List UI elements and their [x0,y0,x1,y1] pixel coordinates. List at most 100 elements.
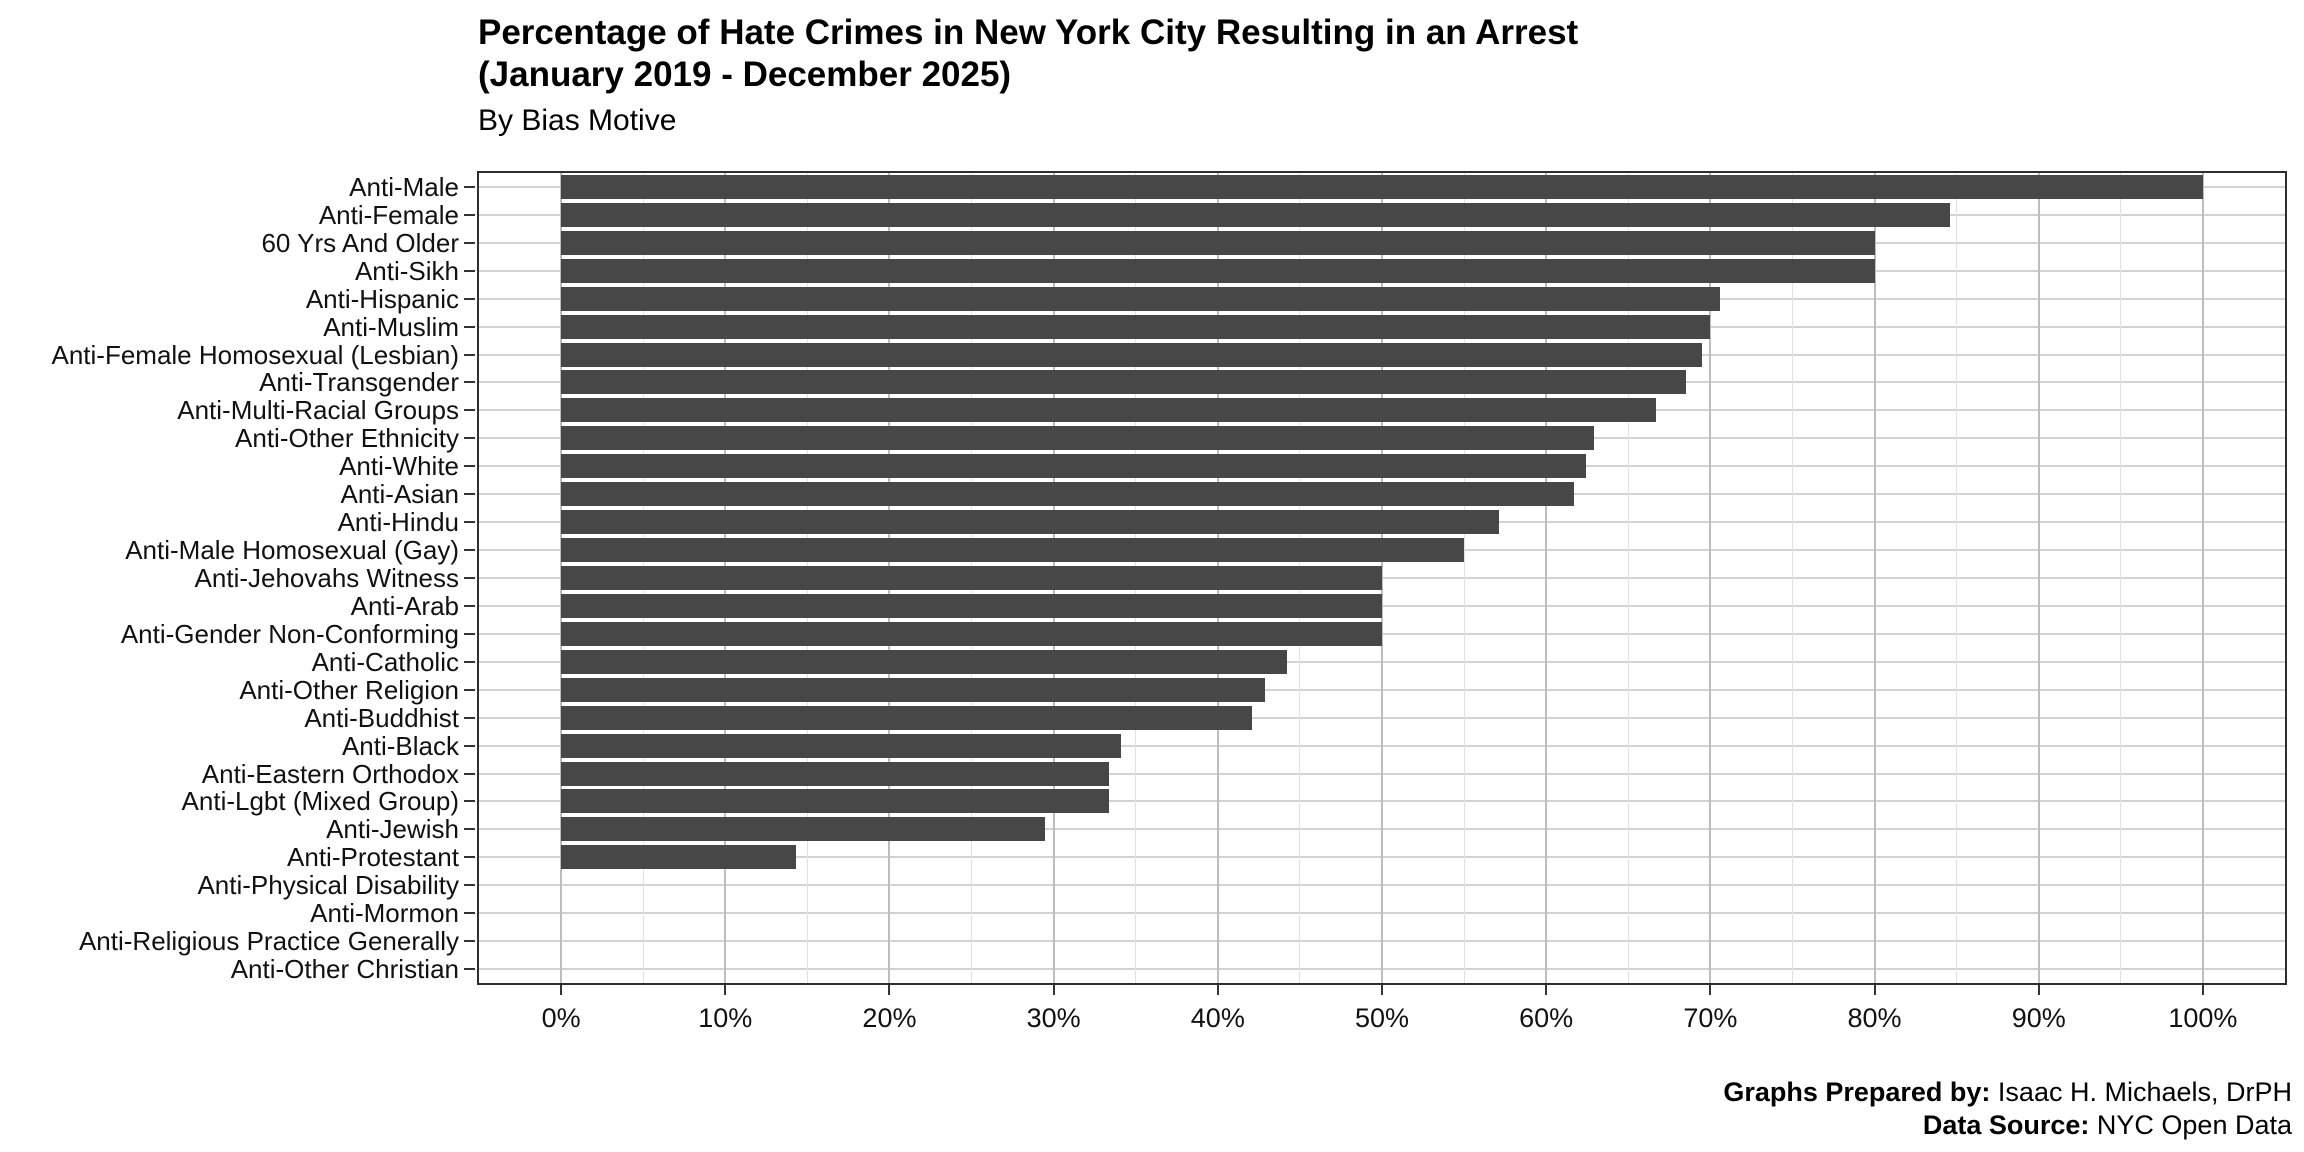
y-tick-mark [464,828,475,831]
y-tick-mark [464,744,475,747]
y-tick-mark [464,772,475,775]
bar-anti-protestant [561,845,796,870]
y-axis-label: Anti-Female [318,199,459,230]
y-tick-mark [464,521,475,524]
y-tick-mark [464,409,475,412]
bar-60-yrs-and-older [561,230,1875,255]
y-axis-label: Anti-Other Religion [239,674,459,705]
y-tick-mark [464,577,475,579]
y-axis-label: Anti-Protestant [287,842,459,873]
y-tick-mark [464,437,475,440]
caption-data-source: Data Source: NYC Open Data [1923,1109,2292,1142]
x-tick-mark [1052,985,1055,995]
bar-anti-transgender [561,370,1686,395]
y-axis-label: Anti-Arab [350,590,459,621]
x-tick-mark [1545,985,1548,995]
x-axis-label: 20% [862,1003,917,1033]
y-tick-mark [464,465,475,468]
y-tick-mark [464,549,475,552]
y-axis-label: Anti-Gender Non-Conforming [120,618,459,649]
y-tick-mark [464,940,475,943]
y-axis-label: Anti-Jewish [326,814,459,845]
caption-data-source-value: NYC Open Data [2089,1110,2292,1140]
bar-anti-white [561,454,1586,479]
bar-anti-buddhist [561,705,1253,730]
x-axis-label: 70% [1683,1003,1738,1033]
y-tick-mark [464,968,475,971]
y-tick-mark [464,856,475,859]
y-tick-mark [464,269,475,272]
bar-anti-sikh [561,258,1875,283]
y-axis-label: Anti-Other Ethnicity [235,423,459,454]
x-tick-mark [1709,985,1712,995]
y-axis-label: Anti-Transgender [259,367,459,398]
v-gridline-major [2201,173,2204,983]
x-axis-label: 40% [1190,1003,1245,1033]
y-tick-mark [464,325,475,328]
x-tick-mark [2201,985,2204,995]
chart-title-line1: Percentage of Hate Crimes in New York Ci… [478,13,1579,52]
y-axis-label: Anti-Physical Disability [197,870,459,901]
y-tick-mark [464,884,475,887]
bar-anti-female [561,202,1951,227]
x-axis-label: 90% [2011,1003,2066,1033]
bar-anti-male-homosexual-gay- [561,538,1465,563]
v-gridline-minor [1627,173,1629,983]
v-gridline-major [2037,173,2040,983]
y-tick-mark [464,493,475,496]
y-axis-label: Anti-White [339,451,459,482]
v-gridline-minor [1463,173,1465,983]
v-gridline-minor [1956,173,1958,983]
y-axis-label: Anti-Hindu [337,507,459,538]
y-axis-label: Anti-Religious Practice Generally [78,926,459,957]
y-tick-mark [464,381,475,384]
y-tick-mark [464,716,475,719]
y-axis-label: Anti-Female Homosexual (Lesbian) [51,339,459,370]
bar-anti-jewish [561,817,1046,842]
y-axis-label: Anti-Asian [340,479,460,510]
y-axis-label: Anti-Eastern Orthodox [201,758,459,789]
x-axis-label: 30% [1026,1003,1081,1033]
caption-data-source-label: Data Source: [1922,1110,2090,1140]
y-axis-label: Anti-Male [349,171,459,202]
bar-anti-other-religion [561,677,1266,702]
v-gridline-minor [1791,173,1793,983]
caption-prepared-by-label: Graphs Prepared by: [1723,1077,1991,1107]
y-tick-mark [464,800,475,803]
x-axis-label: 80% [1847,1003,1902,1033]
y-axis-label: Anti-Other Christian [230,954,459,985]
plot-panel [477,171,2287,985]
y-axis-ticks [464,171,477,985]
y-tick-mark [464,660,475,663]
v-gridline-major [1709,173,1712,983]
y-axis-label: Anti-Catholic [311,646,459,677]
bar-anti-hindu [561,510,1499,535]
y-axis-label: Anti-Black [341,730,459,761]
y-axis-label: Anti-Buddhist [304,702,459,733]
y-tick-mark [464,241,475,244]
y-axis-label: Anti-Mormon [310,898,459,929]
y-tick-mark [464,185,475,188]
y-tick-mark [464,688,475,691]
x-tick-mark [888,985,891,995]
y-axis-label: Anti-Male Homosexual (Gay) [125,535,459,566]
y-tick-mark [464,213,475,216]
x-axis-label: 0% [541,1003,581,1033]
x-tick-mark [1873,985,1876,995]
chart-subtitle: By Bias Motive [478,104,677,137]
y-axis-label: 60 Yrs And Older [261,227,459,258]
y-tick-mark [464,604,475,607]
x-axis-label: 10% [698,1003,753,1033]
caption-prepared-by-value: Isaac H. Michaels, DrPH [1990,1077,2292,1107]
y-tick-mark [464,912,475,915]
bar-anti-multi-racial-groups [561,398,1657,423]
bar-anti-catholic [561,649,1287,674]
v-gridline-major [1873,173,1876,983]
bar-anti-gender-non-conforming [561,621,1382,646]
y-axis-labels: Anti-Male Anti-Female 60 Yrs And Older Anti… [0,171,459,985]
bar-anti-other-ethnicity [561,426,1594,451]
bar-anti-arab [561,593,1382,618]
y-axis-label: Anti-Lgbt (Mixed Group) [181,786,459,817]
chart-title: Percentage of Hate Crimes in New York Ci… [478,12,1578,96]
